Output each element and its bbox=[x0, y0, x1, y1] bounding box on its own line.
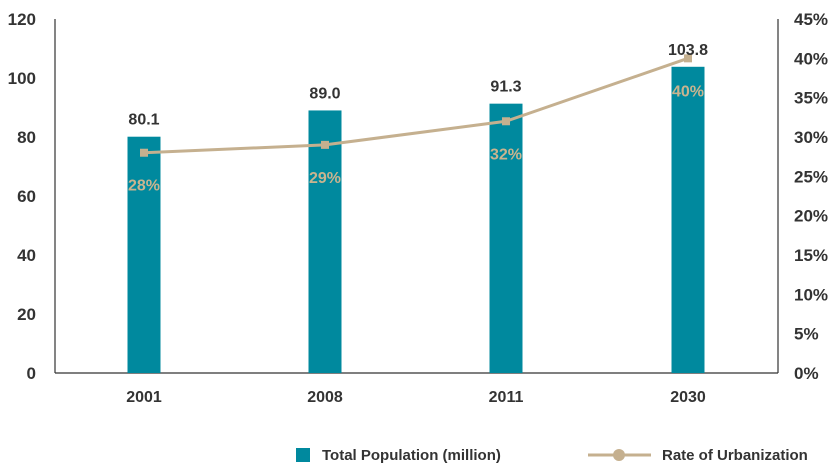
x-tick-label: 2008 bbox=[307, 389, 343, 406]
urbanization-value-label: 29% bbox=[309, 170, 341, 187]
x-tick-label: 2001 bbox=[126, 389, 162, 406]
bars bbox=[127, 66, 705, 373]
legend-line-marker bbox=[613, 449, 625, 461]
legend-line-label: Rate of Urbanization bbox=[662, 447, 808, 464]
urbanization-value-label: 32% bbox=[490, 146, 522, 163]
bar-2011 bbox=[489, 103, 523, 373]
data-labels: 80.1 89.0 91.3 103.8 28% 29% 32% 40% bbox=[128, 42, 708, 195]
urbanization-point bbox=[321, 140, 329, 149]
bar-2008 bbox=[308, 110, 342, 373]
y-left-tick-label: 40 bbox=[17, 246, 36, 265]
bar-value-label: 89.0 bbox=[309, 85, 340, 102]
urbanization-line bbox=[143, 56, 689, 155]
y-right-tick-label: 25% bbox=[794, 167, 828, 186]
y-right-tick-label: 30% bbox=[794, 128, 828, 147]
bar-value-label: 103.8 bbox=[668, 42, 708, 59]
legend-bar-label: Total Population (million) bbox=[322, 447, 501, 464]
urbanization-point bbox=[684, 54, 692, 63]
y-left-tick-label: 100 bbox=[8, 69, 36, 88]
y-right-tick-label: 40% bbox=[794, 49, 828, 68]
y-left-tick-label: 80 bbox=[17, 128, 36, 147]
y-right-tick-label: 15% bbox=[794, 246, 828, 265]
legend: Total Population (million) Rate of Urbani… bbox=[296, 447, 808, 464]
y-left-tick-label: 20 bbox=[17, 305, 36, 324]
urbanization-point bbox=[140, 148, 148, 157]
y-left-tick-label: 0 bbox=[27, 364, 36, 383]
bar-value-label: 91.3 bbox=[490, 79, 521, 96]
urbanization-value-label: 28% bbox=[128, 178, 160, 195]
y-right-tick-label: 20% bbox=[794, 207, 828, 226]
bar-2001 bbox=[127, 136, 161, 373]
legend-bar-swatch bbox=[296, 448, 310, 462]
y-left-tick-label: 120 bbox=[8, 10, 36, 29]
y-right-tick-label: 45% bbox=[794, 10, 828, 29]
x-tick-label: 2030 bbox=[670, 389, 706, 406]
urbanization-value-label: 40% bbox=[672, 83, 704, 100]
axes: 0 20 40 60 80 100 120 0% 5% 10% 15% 20% 25% 30% 35% 40%… bbox=[8, 10, 828, 406]
y-left-tick-label: 60 bbox=[17, 187, 36, 206]
x-tick-label: 2011 bbox=[489, 389, 524, 406]
urbanization-point bbox=[502, 117, 510, 126]
y-right-tick-label: 10% bbox=[794, 285, 828, 304]
bar-2030 bbox=[671, 66, 705, 373]
urbanization-line-layer bbox=[140, 54, 692, 157]
y-right-tick-label: 0% bbox=[794, 364, 819, 383]
bar-value-label: 80.1 bbox=[128, 112, 159, 129]
y-right-tick-label: 5% bbox=[794, 325, 819, 344]
y-right-tick-label: 35% bbox=[794, 89, 828, 108]
